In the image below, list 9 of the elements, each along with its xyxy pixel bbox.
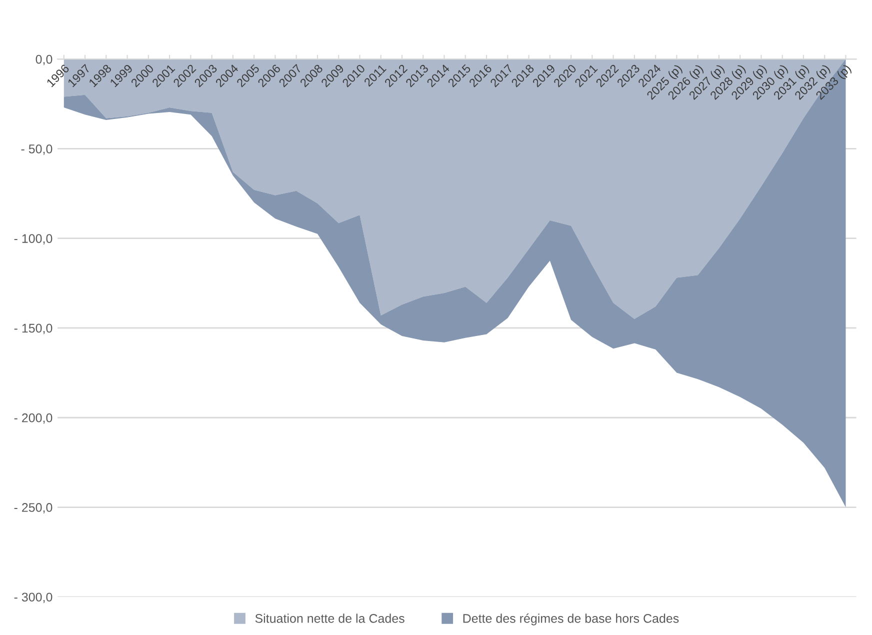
y-tick-label: - 200,0 xyxy=(14,413,52,424)
y-tick-label: 0,0 xyxy=(36,54,52,66)
y-tick-label: - 250,0 xyxy=(14,503,52,514)
legend-label: Dette des régimes de base hors Cades xyxy=(463,614,679,626)
y-tick-label: - 100,0 xyxy=(14,234,52,244)
legend-label: Situation nette de la Cades xyxy=(255,614,404,623)
y-tick-label: - 150,0 xyxy=(14,324,52,334)
y-tick-label: - 300,0 xyxy=(14,592,52,604)
y-tick-label: - 50,0 xyxy=(21,144,52,155)
